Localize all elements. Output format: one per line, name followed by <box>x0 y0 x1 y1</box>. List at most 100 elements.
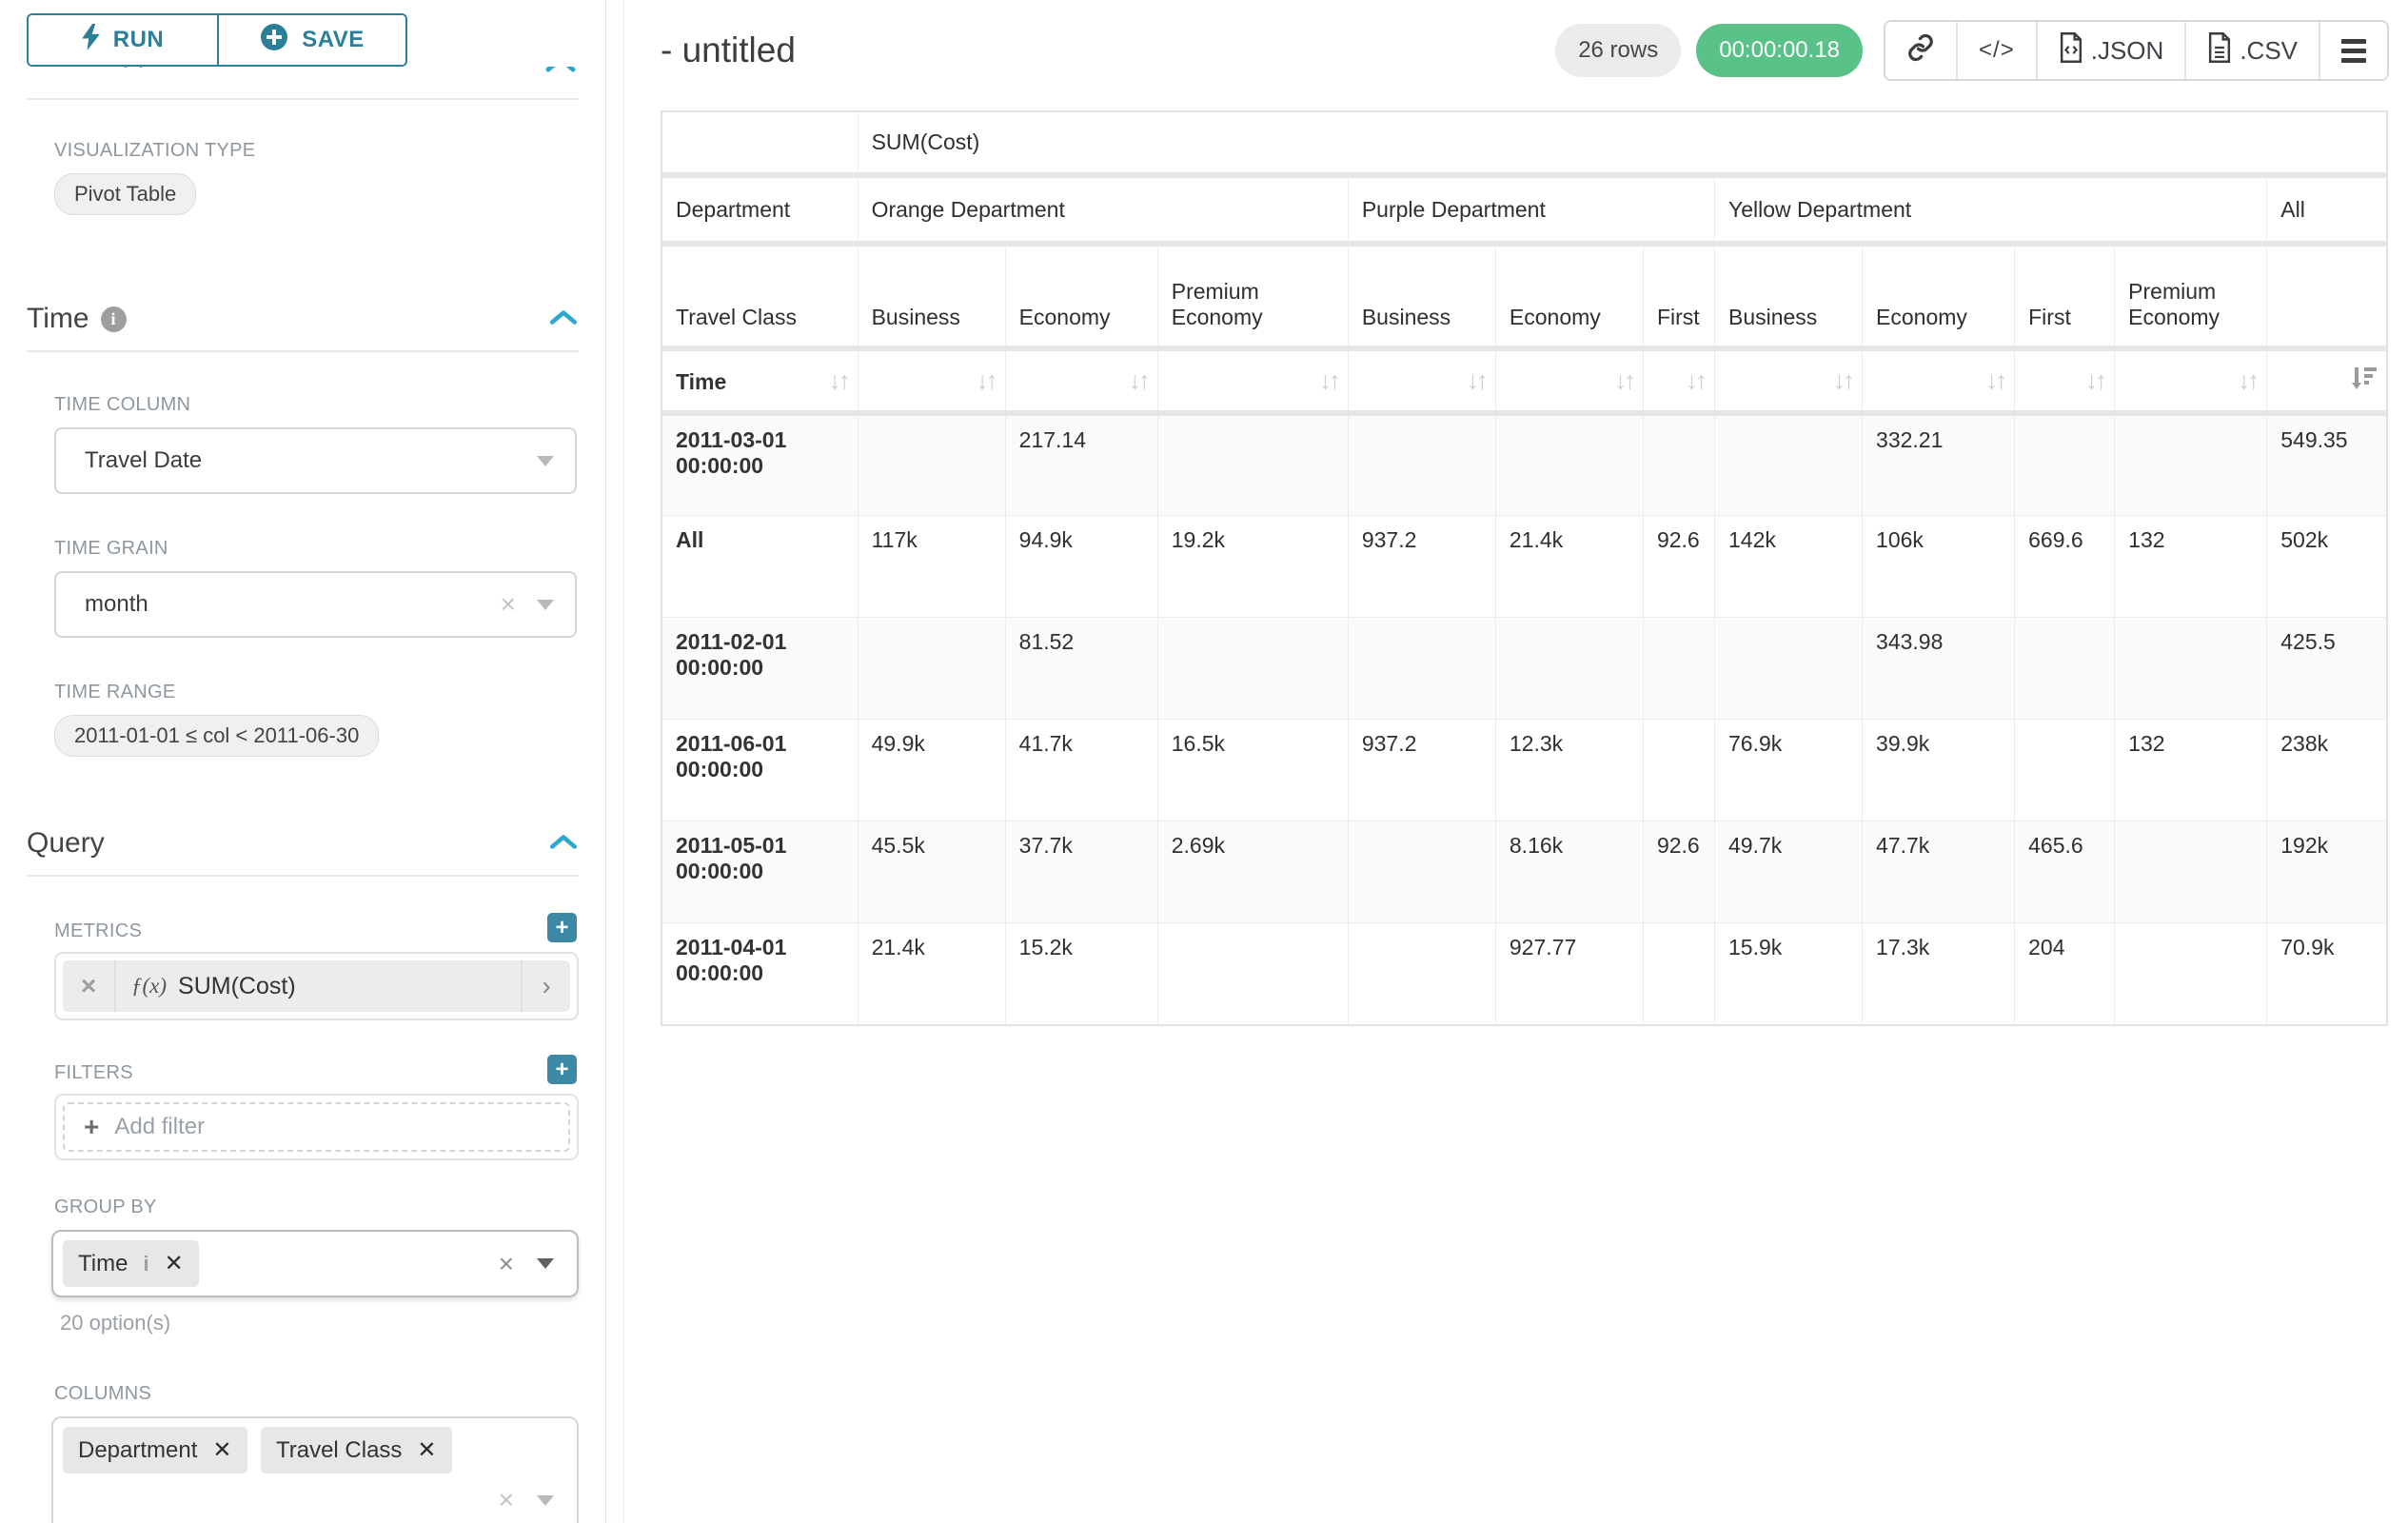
clear-icon[interactable]: × <box>500 589 516 619</box>
cell: 217.14 <box>1005 413 1158 515</box>
cell: 39.9k <box>1862 719 2016 821</box>
sort-header[interactable]: ↓↑ <box>1714 348 1864 413</box>
add-metric-button[interactable]: + <box>547 913 577 942</box>
cell: 47.7k <box>1862 821 2016 922</box>
view-query-button[interactable]: </> <box>1956 22 2036 79</box>
viz-type-pill[interactable]: Pivot Table <box>54 173 197 215</box>
caret-down-icon <box>537 455 554 466</box>
sort-header-active[interactable] <box>2267 348 2386 413</box>
chart-title[interactable]: - untitled <box>661 30 796 69</box>
group-by-select[interactable]: Time i ✕ × <box>51 1230 579 1297</box>
json-file-icon <box>2059 31 2083 69</box>
cell: 937.2 <box>1348 515 1496 617</box>
cell: 15.9k <box>1714 922 1864 1024</box>
corner-cell <box>662 112 859 175</box>
sort-header[interactable]: ↓↑ <box>1862 348 2016 413</box>
export-csv-button[interactable]: .CSV <box>2184 22 2319 79</box>
group-by-label: GROUP BY <box>54 1197 157 1217</box>
sort-header-time[interactable]: Time ↓↑ <box>662 348 859 413</box>
dept-group-header: Purple Department <box>1348 175 1715 244</box>
caret-down-icon[interactable] <box>537 1258 554 1269</box>
metric-header: SUM(Cost) <box>871 129 980 154</box>
cell <box>1157 922 1349 1024</box>
clear-icon[interactable]: × <box>498 1485 514 1514</box>
sort-header[interactable]: ↓↑ <box>1348 348 1496 413</box>
cell: 21.4k <box>1495 515 1644 617</box>
cell: 15.2k <box>1005 922 1158 1024</box>
chevron-up-icon[interactable] <box>548 307 579 331</box>
cell <box>1348 413 1496 515</box>
cell: 927.77 <box>1495 922 1644 1024</box>
cell: 192k <box>2280 832 2329 858</box>
cell <box>858 413 1006 515</box>
cell: 94.9k <box>1005 515 1158 617</box>
row-header: 2011-04-01 00:00:00 <box>662 922 859 1024</box>
table-row: 2011-03-01 00:00:00 217.14 332.21 549.35 <box>662 413 2386 515</box>
cell: 19.2k <box>1157 515 1349 617</box>
add-filter-button[interactable]: + <box>547 1055 577 1084</box>
control-panel-sidebar: Chart Type RUN SAVE <box>0 0 624 1523</box>
share-link-button[interactable] <box>1885 22 1957 79</box>
cell: 465.6 <box>2014 821 2116 922</box>
export-json-button[interactable]: .JSON <box>2035 22 2185 79</box>
add-filter-label: Add filter <box>114 1114 206 1139</box>
clear-icon[interactable]: × <box>498 1248 514 1278</box>
sort-header[interactable]: ↓↑ <box>1495 348 1644 413</box>
remove-tag-icon[interactable]: ✕ <box>417 1437 437 1463</box>
sort-header[interactable]: ↓↑ <box>1005 348 1158 413</box>
time-column-select[interactable]: Travel Date <box>54 427 577 494</box>
sort-icon: ↓↑ <box>976 366 998 395</box>
columns-tag: Travel Class ✕ <box>260 1427 452 1474</box>
sort-header[interactable]: ↓↑ <box>2014 348 2116 413</box>
plus-circle-icon <box>260 23 288 58</box>
bolt-icon <box>81 23 100 57</box>
table-row: All 117k 94.9k 19.2k 937.2 21.4k 92.6 14… <box>662 515 2386 617</box>
section-divider <box>27 350 579 352</box>
chevron-right-icon[interactable]: › <box>542 971 551 1000</box>
sort-header[interactable]: ↓↑ <box>2114 348 2268 413</box>
remove-tag-icon[interactable]: ✕ <box>212 1437 232 1463</box>
time-grain-select[interactable]: month × <box>54 571 577 638</box>
time-range-pill[interactable]: 2011-01-01 ≤ col < 2011-06-30 <box>54 715 380 757</box>
save-button[interactable]: SAVE <box>217 15 405 65</box>
remove-metric-icon[interactable]: × <box>80 971 97 1000</box>
metric-pill[interactable]: ƒ(x) SUM(Cost) <box>114 960 523 1012</box>
cell <box>1348 821 1496 922</box>
function-icon: ƒ(x) <box>131 974 168 998</box>
class-header: Economy <box>1005 244 1158 348</box>
sort-header[interactable]: ↓↑ <box>1157 348 1349 413</box>
more-options-button[interactable] <box>2319 22 2387 79</box>
add-filter-dashed-button[interactable]: + Add filter <box>63 1102 570 1152</box>
cell <box>1643 719 1715 821</box>
sort-icon: ↓↑ <box>2085 366 2107 395</box>
time-range-label: TIME RANGE <box>54 682 176 702</box>
cell <box>2114 922 2268 1024</box>
chevron-up-icon[interactable] <box>544 67 582 75</box>
class-header: Business <box>1348 244 1496 348</box>
remove-tag-icon[interactable]: ✕ <box>164 1251 184 1276</box>
sort-header[interactable]: ↓↑ <box>1643 348 1715 413</box>
class-header: Business <box>1714 244 1864 348</box>
query-section-title: Query <box>27 827 105 859</box>
sort-header[interactable]: ↓↑ <box>858 348 1006 413</box>
run-button[interactable]: RUN <box>29 15 217 65</box>
cell <box>2014 617 2116 719</box>
export-csv-label: .CSV <box>2240 35 2298 65</box>
cell <box>1643 617 1715 719</box>
table-row: 2011-02-01 00:00:00 81.52 343.98 425.5 <box>662 617 2386 719</box>
cell: 76.9k <box>1714 719 1864 821</box>
cell <box>1348 617 1496 719</box>
info-icon: i <box>100 306 127 332</box>
table-row: 2011-06-01 00:00:00 49.9k 41.7k 16.5k 93… <box>662 719 2386 821</box>
columns-tag: Department ✕ <box>63 1427 247 1474</box>
columns-select[interactable]: Department ✕ Travel Class ✕ × <box>51 1416 579 1523</box>
sidebar-scrollbar[interactable] <box>606 0 624 1523</box>
sort-descending-icon <box>2352 366 2378 396</box>
section-divider <box>27 875 579 877</box>
metric-name: SUM(Cost) <box>178 972 296 999</box>
cell: 117k <box>858 515 1006 617</box>
cell: 2.69k <box>1157 821 1349 922</box>
group-by-tag: Time i ✕ <box>63 1240 199 1287</box>
chevron-up-icon[interactable] <box>548 832 579 856</box>
caret-down-icon[interactable] <box>537 1494 554 1506</box>
